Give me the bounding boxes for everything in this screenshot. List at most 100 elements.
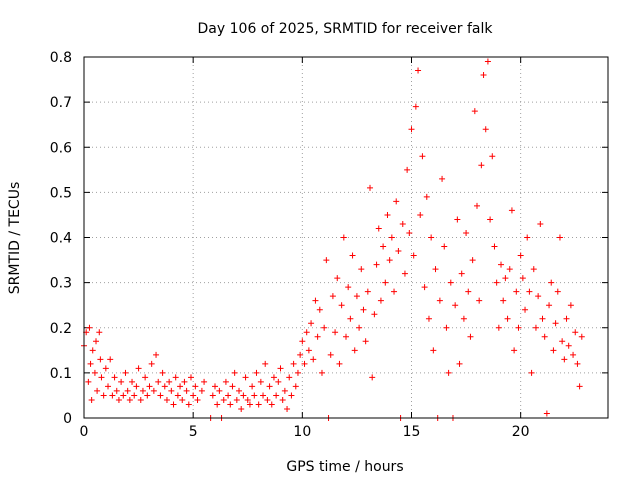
data-point bbox=[187, 374, 194, 381]
data-point bbox=[122, 369, 129, 376]
data-point bbox=[371, 311, 378, 318]
data-point bbox=[506, 266, 513, 273]
data-point bbox=[436, 297, 443, 304]
data-point bbox=[88, 396, 95, 403]
data-point bbox=[476, 297, 483, 304]
data-point bbox=[364, 288, 371, 295]
data-point bbox=[87, 360, 94, 367]
data-point bbox=[550, 347, 557, 354]
data-point bbox=[498, 261, 505, 268]
data-point bbox=[382, 279, 389, 286]
data-point bbox=[347, 315, 354, 322]
data-point bbox=[107, 356, 114, 363]
data-point bbox=[367, 184, 374, 191]
data-point bbox=[524, 234, 531, 241]
data-point bbox=[340, 234, 347, 241]
data-point bbox=[85, 378, 92, 385]
data-point bbox=[260, 392, 267, 399]
data-point bbox=[474, 202, 480, 209]
data-point bbox=[93, 338, 100, 345]
data-point bbox=[430, 347, 437, 354]
data-point bbox=[375, 225, 382, 232]
y-tick-label: 0.6 bbox=[50, 140, 72, 156]
data-point bbox=[570, 351, 577, 358]
data-point bbox=[170, 401, 177, 408]
data-point bbox=[519, 275, 526, 282]
data-point bbox=[231, 369, 238, 376]
x-tick-label: 10 bbox=[293, 424, 311, 440]
data-point bbox=[299, 338, 306, 345]
data-point bbox=[312, 297, 319, 304]
data-point bbox=[388, 234, 395, 241]
data-point bbox=[458, 270, 465, 277]
y-axis-label: SRMTID / TECUs bbox=[7, 182, 23, 295]
x-tick-label: 15 bbox=[403, 424, 421, 440]
data-point bbox=[244, 396, 251, 403]
data-point bbox=[255, 401, 262, 408]
data-point bbox=[190, 392, 197, 399]
data-point bbox=[148, 360, 155, 367]
data-point bbox=[343, 333, 349, 340]
data-point bbox=[323, 257, 330, 264]
data-point bbox=[240, 392, 247, 399]
data-point bbox=[172, 374, 179, 381]
x-tick-label: 0 bbox=[80, 424, 89, 440]
data-point bbox=[327, 351, 334, 358]
data-point bbox=[522, 306, 529, 313]
data-point bbox=[275, 378, 282, 385]
data-point bbox=[408, 126, 415, 133]
data-point bbox=[212, 383, 218, 390]
data-point bbox=[399, 220, 406, 227]
data-point bbox=[286, 374, 293, 381]
data-point bbox=[109, 392, 116, 399]
chart-title: Day 106 of 2025, SRMTID for receiver fal… bbox=[198, 21, 494, 37]
data-point bbox=[301, 360, 308, 367]
data-point bbox=[447, 279, 454, 286]
data-point bbox=[410, 252, 417, 259]
data-point bbox=[262, 360, 269, 367]
data-point bbox=[532, 324, 539, 331]
y-tick-label: 0.2 bbox=[50, 321, 72, 337]
data-point bbox=[546, 302, 553, 309]
data-point bbox=[89, 347, 96, 354]
data-point bbox=[98, 374, 105, 381]
data-point bbox=[356, 324, 363, 331]
data-point bbox=[528, 369, 535, 376]
data-point bbox=[543, 410, 550, 417]
y-tick-label: 0.4 bbox=[50, 231, 72, 247]
data-point bbox=[439, 175, 446, 182]
data-point bbox=[338, 302, 345, 309]
y-tick-label: 0.7 bbox=[50, 95, 72, 111]
data-point bbox=[266, 383, 273, 390]
data-point bbox=[310, 356, 317, 363]
data-point bbox=[491, 243, 498, 250]
data-point bbox=[94, 387, 101, 394]
data-point bbox=[281, 387, 288, 394]
data-point bbox=[238, 405, 245, 412]
data-point bbox=[428, 234, 435, 241]
data-point bbox=[177, 383, 184, 390]
data-point bbox=[233, 396, 240, 403]
plot-frame bbox=[83, 56, 609, 419]
data-point bbox=[537, 220, 544, 227]
data-point bbox=[391, 288, 398, 295]
y-tick-label: 0.8 bbox=[50, 50, 72, 66]
data-point bbox=[502, 275, 509, 282]
data-point bbox=[395, 248, 402, 255]
data-point bbox=[548, 279, 555, 286]
data-point bbox=[118, 378, 125, 385]
data-point bbox=[227, 401, 234, 408]
data-point bbox=[353, 293, 360, 300]
data-point bbox=[460, 315, 467, 322]
data-point bbox=[157, 392, 164, 399]
data-point bbox=[246, 401, 253, 408]
data-point bbox=[334, 275, 341, 282]
data-point bbox=[421, 284, 428, 291]
data-point bbox=[201, 378, 208, 385]
data-point bbox=[209, 392, 216, 399]
data-point bbox=[349, 252, 356, 259]
data-point bbox=[308, 320, 315, 327]
data-point bbox=[153, 351, 160, 358]
data-point bbox=[161, 383, 168, 390]
data-point bbox=[284, 405, 291, 412]
